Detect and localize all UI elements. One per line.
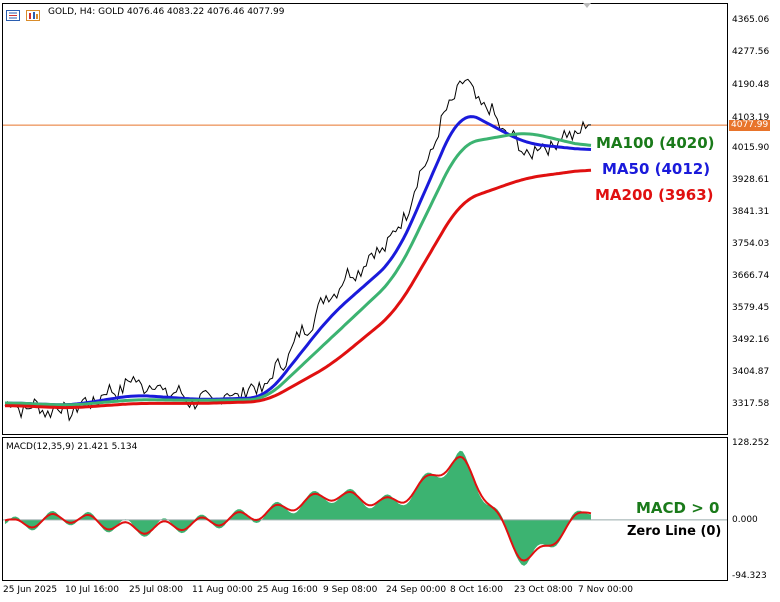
macd-tick: 128.252 <box>732 438 770 448</box>
current-price-tag: 4077.99 <box>729 120 771 131</box>
macd-positive-annotation: MACD > 0 <box>636 499 720 517</box>
macd-histogram <box>5 450 591 566</box>
ma50-annotation: MA50 (4012) <box>602 160 711 178</box>
time-tick: 7 Nov 00:00 <box>578 585 633 595</box>
time-tick: 10 Jul 16:00 <box>65 585 119 595</box>
time-tick: 11 Aug 00:00 <box>192 585 253 595</box>
symbol-header: GOLD, H4: GOLD 4076.46 4083.22 4076.46 4… <box>48 7 285 17</box>
price-tick: 3404.87 <box>732 367 770 377</box>
price-chart-pane[interactable] <box>2 3 728 435</box>
time-tick: 23 Oct 08:00 <box>514 585 573 595</box>
price-tick: 3841.31 <box>732 207 770 217</box>
zero-line-annotation: Zero Line (0) <box>627 524 722 539</box>
price-series-line <box>4 78 591 422</box>
time-tick: 24 Sep 00:00 <box>386 585 447 595</box>
price-tick: 4103.19 <box>732 113 770 123</box>
price-tick: 4190.48 <box>732 80 770 90</box>
ma100-line <box>5 132 592 407</box>
macd-pane[interactable] <box>2 437 728 581</box>
time-tick: 9 Sep 08:00 <box>323 585 378 595</box>
chart-type-icon[interactable] <box>26 6 40 21</box>
ma50-line <box>5 115 592 407</box>
price-tick: 3579.45 <box>732 303 770 313</box>
ma200-annotation: MA200 (3963) <box>595 186 714 204</box>
macd-signal-line <box>4 455 592 562</box>
macd-chart-svg <box>3 450 727 566</box>
price-tick: 4015.90 <box>732 143 770 153</box>
time-tick: 25 Jun 2025 <box>3 585 58 595</box>
scroll-marker-icon[interactable] <box>583 3 591 8</box>
price-tick: 3928.61 <box>732 175 770 185</box>
price-tick: 3492.16 <box>732 335 770 345</box>
macd-tick: -94.323 <box>732 571 767 581</box>
price-tick: 4365.06 <box>732 15 770 25</box>
ma100-annotation: MA100 (4020) <box>596 134 715 152</box>
price-tick: 3317.58 <box>732 399 770 409</box>
price-chart-svg <box>3 78 727 422</box>
chart-menu-icon[interactable] <box>6 6 20 21</box>
price-tick: 3666.74 <box>732 271 770 281</box>
price-tick: 3754.03 <box>732 239 770 249</box>
ma200-line <box>5 168 592 410</box>
time-tick: 25 Aug 16:00 <box>257 585 318 595</box>
macd-header: MACD(12,35,9) 21.421 5.134 <box>6 442 138 452</box>
time-tick: 25 Jul 08:00 <box>129 585 183 595</box>
time-tick: 8 Oct 16:00 <box>450 585 503 595</box>
macd-tick: 0.000 <box>732 515 758 525</box>
price-tick: 4277.56 <box>732 47 770 57</box>
